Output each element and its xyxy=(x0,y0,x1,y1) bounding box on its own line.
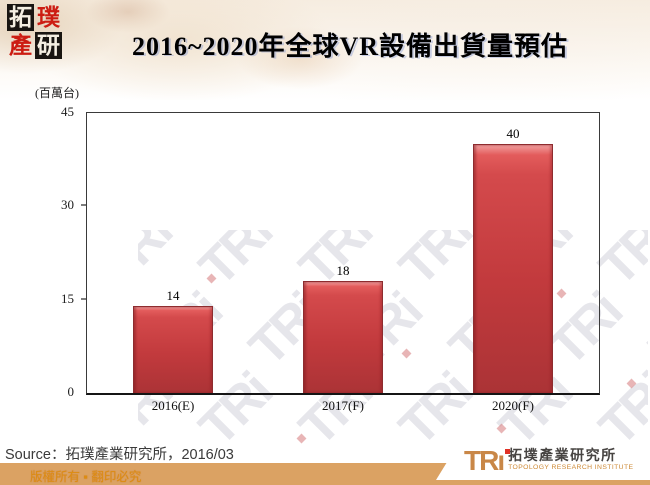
y-tick-mark xyxy=(81,204,86,206)
tri-logo-tr: TR xyxy=(464,444,499,476)
corner-logo-char: 產 xyxy=(9,33,32,58)
corner-logo-char: 璞 xyxy=(37,5,60,30)
bar-value-label: 14 xyxy=(166,288,180,303)
y-tick-label-0: 0 xyxy=(67,384,75,399)
corner-logo-char: 拓 xyxy=(7,4,34,31)
watermark-red-dot xyxy=(496,423,507,434)
tri-logo-name-en: TOPOLOGY RESEARCH INSTITUTE xyxy=(508,464,634,471)
watermark-red-dot xyxy=(296,433,307,444)
y-tick-label-45: 45 xyxy=(61,104,74,119)
watermark-tile: TRi xyxy=(638,283,648,377)
header-background xyxy=(0,0,650,100)
slide-title: 2016~2020年全球VR設備出貨量預估 xyxy=(131,32,569,61)
tri-logo-red-dot-icon xyxy=(505,448,510,454)
watermark-red-dot xyxy=(626,378,637,389)
x-tick-label-2017: 2017(F) xyxy=(322,398,364,413)
tri-logo-icon: TRı xyxy=(464,444,510,476)
tri-footer-logo: TRı 拓墣產業研究所 TOPOLOGY RESEARCH INSTITUTE xyxy=(436,441,650,480)
corner-logo-char: 研 xyxy=(35,32,62,59)
source-citation: Source：拓璞產業研究所，2016/03 xyxy=(5,447,234,463)
topology-corner-logo: 拓 璞 產 研 xyxy=(7,4,63,60)
tri-logo-name-zh: 拓墣產業研究所 xyxy=(508,449,617,464)
y-tick-mark xyxy=(81,298,86,300)
x-tick-label-2016: 2016(E) xyxy=(151,398,195,413)
bar-value-label: 40 xyxy=(506,126,520,141)
bar-2016: 14 xyxy=(133,288,213,393)
bar-value-label: 18 xyxy=(336,263,350,278)
y-tick-label-30: 30 xyxy=(61,197,74,212)
x-tick-label-2020: 2020(F) xyxy=(492,398,534,413)
y-axis-unit-label: (百萬台) xyxy=(35,86,79,100)
y-tick-label-15: 15 xyxy=(61,291,74,306)
bar-2017: 18 xyxy=(303,263,383,393)
tri-logo-i: ı xyxy=(497,444,505,476)
copyright-notice: 版權所有 ▪ 翻印必究 xyxy=(30,470,142,484)
bar-2020: 40 xyxy=(473,126,553,393)
chart-plot-area: 14 18 40 xyxy=(86,112,600,395)
tri-logo-names: 拓墣產業研究所 TOPOLOGY RESEARCH INSTITUTE xyxy=(508,449,633,472)
